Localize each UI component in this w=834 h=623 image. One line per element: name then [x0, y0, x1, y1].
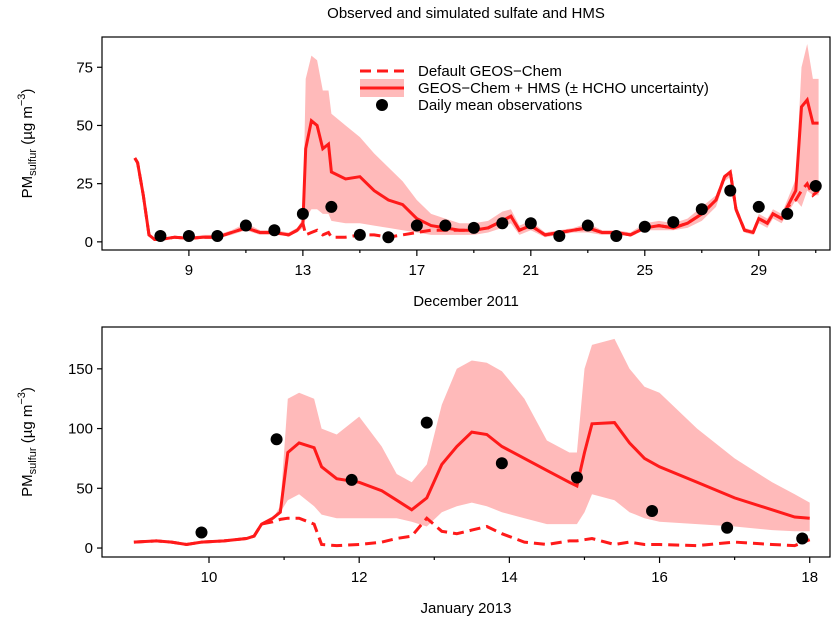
y-label-unit: (µg m	[19, 405, 36, 448]
y-tick-label: 100	[68, 421, 93, 438]
observation-point	[553, 230, 566, 243]
y-axis-label: PMsulfur (µg m−3)	[16, 89, 39, 199]
chart-title: Observed and simulated sulfate and HMS	[327, 5, 605, 22]
legend-point	[376, 99, 388, 111]
observation-point	[724, 184, 737, 197]
observation-point	[325, 200, 338, 213]
observation-point	[439, 219, 452, 232]
legend-label: Default GEOS−Chem	[418, 63, 562, 80]
observation-point	[781, 207, 794, 220]
observation-point	[721, 521, 734, 534]
y-label-sub: sulfur	[27, 447, 39, 474]
y-tick-label: 150	[68, 361, 93, 378]
x-tick-label: 17	[409, 262, 426, 279]
y-axis-label: PMsulfur (µg m−3)	[16, 387, 39, 497]
y-label-unit: (µg m	[19, 106, 36, 149]
legend-label: Daily mean observations	[418, 97, 582, 114]
x-tick-label: 25	[636, 262, 653, 279]
y-tick-label: 0	[85, 234, 93, 251]
y-tick-label: 25	[76, 176, 93, 193]
default-line	[133, 516, 811, 548]
panel: 0 50 100 150 10 12 14 16 18 January 2013 PMsulfur …	[16, 326, 831, 617]
y-label-sub: sulfur	[27, 149, 39, 176]
x-tick-label: 18	[801, 569, 818, 586]
observation-point	[638, 220, 651, 233]
observation-point	[420, 416, 433, 429]
hms-line	[133, 421, 810, 547]
x-tick-label: 21	[522, 262, 539, 279]
plot-area	[133, 44, 822, 244]
y-label-sup: −3	[16, 392, 28, 405]
observation-point	[296, 207, 309, 220]
observation-point	[353, 228, 366, 241]
observation-point	[610, 230, 623, 243]
observation-point	[667, 216, 680, 229]
observation-point	[524, 217, 537, 230]
y-tick-label: 0	[85, 540, 93, 557]
y-label-close: )	[19, 89, 36, 94]
x-axis-label: January 2013	[421, 600, 512, 617]
y-label-base: PM	[19, 176, 36, 199]
observation-point	[809, 179, 822, 192]
y-label-base: PM	[19, 474, 36, 497]
uncertainty-band	[134, 44, 819, 240]
observation-point	[467, 221, 480, 234]
hms-line	[133, 96, 819, 241]
x-axis-label: December 2011	[413, 293, 519, 310]
observation-point	[211, 230, 224, 243]
observation-point	[268, 224, 281, 237]
panel: Observed and simulated sulfate and HMS 0 2…	[16, 5, 831, 310]
observation-point	[195, 526, 208, 539]
plot-area	[133, 338, 811, 548]
observation-point	[270, 433, 283, 446]
x-tick-label: 29	[750, 262, 767, 279]
observation-point	[182, 230, 195, 243]
observation-point	[410, 219, 423, 232]
x-tick-label: 9	[185, 262, 193, 279]
y-tick-label: 50	[76, 480, 93, 497]
observation-point	[752, 200, 765, 213]
y-tick-label: 75	[76, 59, 93, 76]
observation-point	[496, 217, 509, 230]
legend-label: GEOS−Chem + HMS (± HCHO uncertainty)	[418, 80, 709, 97]
y-label-sup: −3	[16, 94, 28, 107]
y-tick-label: 50	[76, 117, 93, 134]
x-tick-label: 13	[295, 262, 312, 279]
observation-point	[154, 230, 167, 243]
observation-point	[796, 532, 809, 545]
observation-point	[695, 203, 708, 216]
observation-point	[382, 231, 395, 244]
x-tick-label: 16	[651, 569, 668, 586]
observation-point	[570, 471, 583, 484]
observation-point	[345, 473, 358, 486]
y-label-close: )	[19, 387, 36, 392]
observation-point	[239, 219, 252, 232]
x-tick-label: 10	[201, 569, 218, 586]
observation-point	[646, 505, 659, 517]
observation-point	[581, 219, 594, 232]
axes-frame	[101, 326, 831, 558]
uncertainty-band	[133, 338, 810, 545]
observation-point	[495, 457, 508, 470]
x-tick-label: 12	[351, 569, 368, 586]
axes-frame	[101, 36, 831, 251]
x-tick-label: 14	[501, 569, 518, 586]
